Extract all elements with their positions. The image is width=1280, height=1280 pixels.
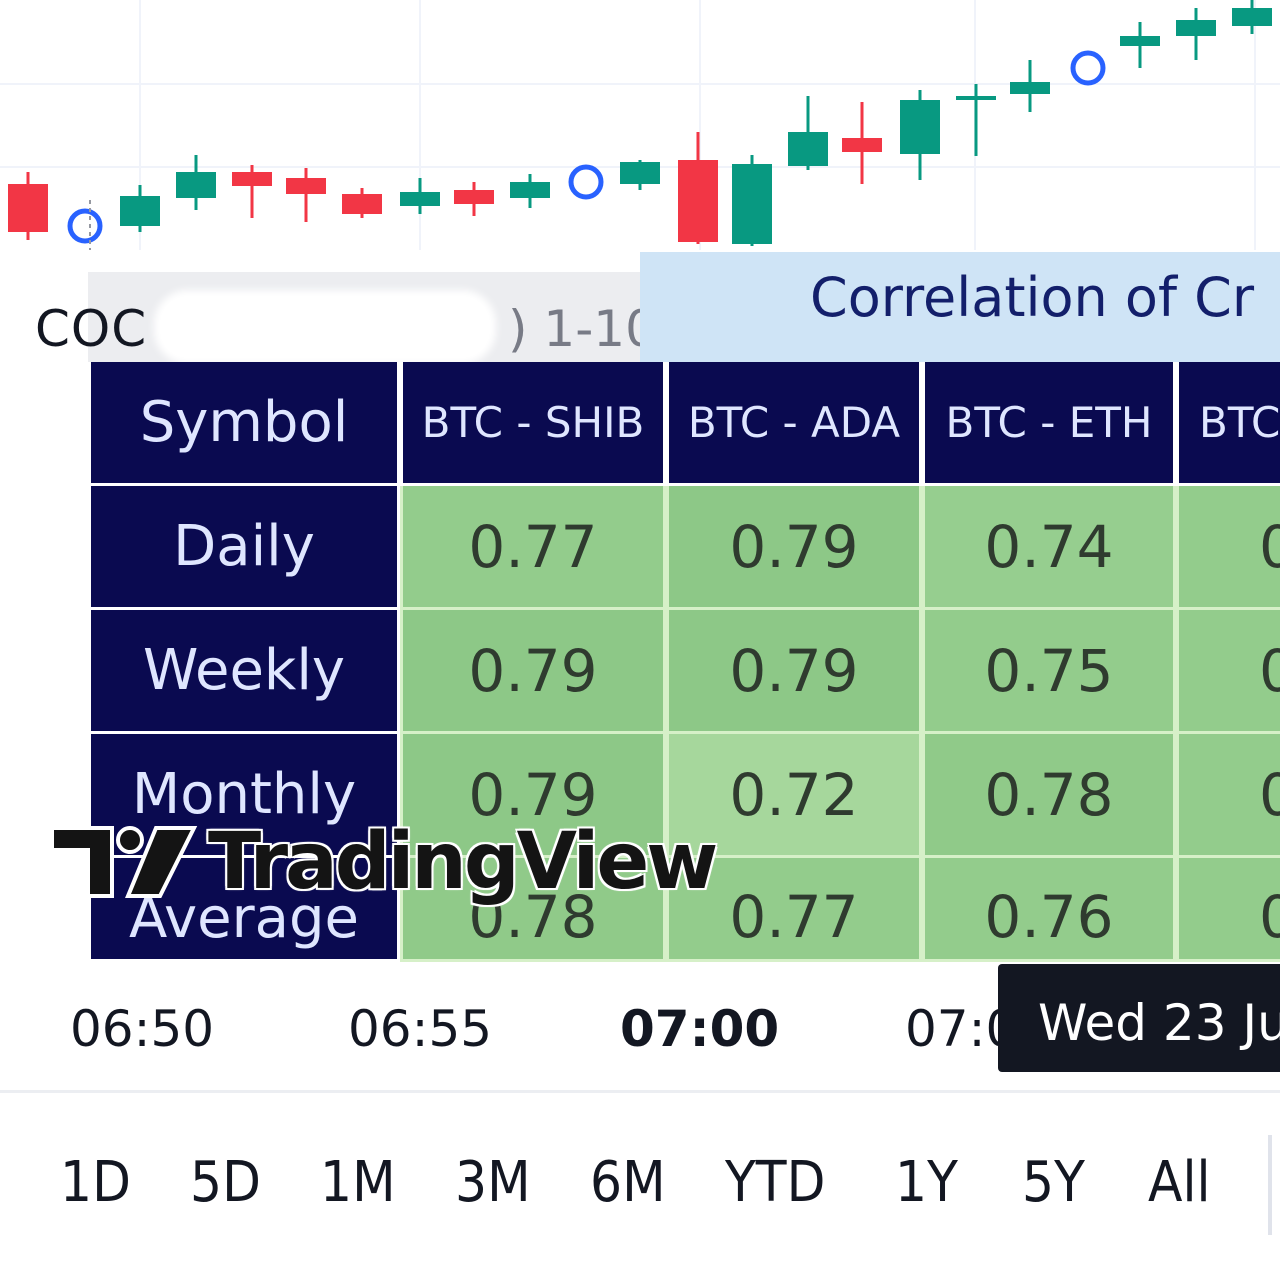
signal-marker (67, 208, 103, 244)
table-title: Correlation of Cr (810, 266, 1255, 329)
cell-value: 0.77 (729, 883, 859, 951)
time-label: 06:50 (70, 1000, 215, 1058)
range-button-1d[interactable]: 1D (60, 1150, 131, 1215)
cell-value: 0.78 (468, 883, 598, 951)
table-cell: 0.77 (400, 486, 666, 610)
candle-body (732, 164, 772, 244)
row-label: Weekly (88, 610, 400, 734)
table-title-band: Correlation of Cr (640, 252, 1280, 362)
cell-value: 0.79 (729, 636, 859, 705)
table-header-pair: BTC - ADA (666, 362, 922, 486)
signal-marker (568, 164, 604, 200)
candle-body (176, 172, 216, 198)
time-label: 06:55 (348, 1000, 493, 1058)
candle-body (400, 192, 440, 206)
candle-body (1010, 82, 1050, 94)
candle-body (8, 184, 48, 232)
cell-value: 0.74 (984, 512, 1114, 581)
watermark-text: TradingView (208, 817, 718, 907)
divider (0, 1090, 1280, 1093)
table-cell: 0.79 (666, 610, 922, 734)
row-label: Daily (88, 486, 400, 610)
header-label: Symbol (139, 390, 349, 455)
table-cell: 0.77 (666, 858, 922, 962)
candle-body (620, 162, 660, 184)
cell-value: 0.79 (468, 636, 598, 705)
cell-value: 0 (1259, 513, 1280, 581)
table-cell: 0.79 (400, 734, 666, 858)
candle-body (1176, 20, 1216, 36)
table-cell: 0.78 (922, 734, 1176, 858)
table-cell: 0.75 (922, 610, 1176, 734)
table-header-pair: BTC - SHIB (400, 362, 666, 486)
table-header-pair: BTC (1176, 362, 1280, 486)
tradingview-watermark: TradingView (48, 812, 718, 912)
candle-body (232, 172, 272, 186)
crosshair-time-label: Wed 23 Ju (998, 964, 1280, 1072)
candle-body (1120, 36, 1160, 46)
indicator-name: COC (35, 300, 148, 358)
cell-value: 0.75 (984, 636, 1114, 705)
row-label-text: Daily (173, 514, 315, 579)
table-cell: 0 (1176, 610, 1280, 734)
cell-value: 0 (1259, 883, 1280, 951)
table-cell: 0.79 (400, 610, 666, 734)
table-header-pair: BTC - ETH (922, 362, 1176, 486)
range-button-3m[interactable]: 3M (455, 1150, 531, 1215)
indicator-params: ) 1-10 (508, 300, 657, 358)
table-cell: 0.78 (400, 858, 666, 962)
candle-body (956, 96, 996, 100)
table-cell: 0 (1176, 734, 1280, 858)
candle-body (842, 138, 882, 152)
cell-value: 0 (1259, 761, 1280, 829)
range-button-1m[interactable]: 1M (320, 1150, 396, 1215)
cell-value: 0.78 (984, 760, 1114, 829)
candle-body (900, 100, 940, 154)
candle-body (342, 194, 382, 214)
pair-label: BTC - ADA (687, 398, 901, 447)
cell-value: 0.79 (468, 760, 598, 829)
table-cell: 0.74 (922, 486, 1176, 610)
table-cell: 0.76 (922, 858, 1176, 962)
signal-marker (1070, 50, 1106, 86)
cell-value: 0.76 (984, 883, 1114, 951)
time-label: 07:00 (620, 1000, 780, 1058)
tradingview-logo-icon (50, 826, 198, 898)
candle-body (1232, 8, 1272, 26)
range-button-ytd[interactable]: YTD (725, 1150, 826, 1215)
candle-body (678, 160, 718, 242)
cell-value: 0.79 (729, 512, 859, 581)
pair-label: BTC (1199, 398, 1280, 447)
pair-label: BTC - SHIB (421, 398, 645, 447)
redacted-area (160, 296, 490, 358)
candle-body (120, 196, 160, 226)
candle-body (788, 132, 828, 166)
range-button-all[interactable]: All (1148, 1150, 1211, 1215)
range-button-5d[interactable]: 5D (190, 1150, 261, 1215)
price-chart[interactable] (0, 0, 1280, 250)
pair-label: BTC - ETH (945, 398, 1153, 447)
candlestick-chart[interactable] (0, 0, 1280, 250)
table-cell: 0.72 (666, 734, 922, 858)
candle-body (454, 190, 494, 204)
table-cell: 0 (1176, 486, 1280, 610)
range-button-6m[interactable]: 6M (590, 1150, 666, 1215)
range-button-5y[interactable]: 5Y (1022, 1150, 1085, 1215)
row-label-text: Average (129, 886, 359, 951)
cell-value: 0.72 (729, 760, 859, 829)
cell-value: 0 (1259, 637, 1280, 705)
row-label-text: Weekly (142, 638, 346, 703)
correlation-table: Symbol BTC - SHIB BTC - ADA BTC - ETH BT… (88, 362, 1280, 962)
candle-body (510, 182, 550, 198)
range-button-1y[interactable]: 1Y (895, 1150, 958, 1215)
table-header-symbol: Symbol (88, 362, 400, 486)
table-cell: 0 (1176, 858, 1280, 962)
candle-body (286, 178, 326, 194)
cell-value: 0.77 (468, 512, 598, 581)
divider (1268, 1135, 1272, 1235)
row-label-text: Monthly (131, 762, 357, 827)
table-cell: 0.79 (666, 486, 922, 610)
